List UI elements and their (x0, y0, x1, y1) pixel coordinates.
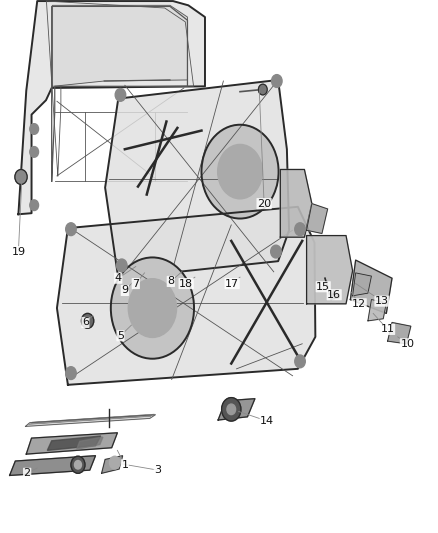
Polygon shape (388, 322, 411, 344)
Text: 12: 12 (352, 299, 366, 309)
Circle shape (295, 223, 305, 236)
Polygon shape (53, 5, 187, 86)
Circle shape (115, 88, 126, 101)
Polygon shape (26, 433, 117, 454)
Polygon shape (280, 169, 312, 237)
Text: 4: 4 (115, 273, 122, 283)
Polygon shape (10, 456, 95, 475)
Text: 1: 1 (121, 460, 128, 470)
Polygon shape (218, 399, 255, 420)
Circle shape (71, 456, 85, 473)
Text: 6: 6 (82, 318, 89, 327)
Circle shape (258, 84, 267, 95)
Text: 11: 11 (381, 325, 395, 334)
Text: 17: 17 (225, 279, 239, 288)
Polygon shape (77, 437, 103, 449)
Circle shape (110, 456, 120, 469)
Polygon shape (57, 207, 315, 385)
Circle shape (117, 259, 127, 272)
Circle shape (81, 313, 94, 328)
Circle shape (128, 279, 177, 337)
Text: 10: 10 (400, 339, 414, 349)
Circle shape (15, 169, 27, 184)
Circle shape (30, 200, 39, 211)
Text: 3: 3 (154, 465, 161, 475)
Polygon shape (353, 273, 371, 296)
Text: 9: 9 (121, 286, 128, 295)
Circle shape (222, 398, 241, 421)
Polygon shape (331, 290, 339, 300)
Text: 13: 13 (375, 296, 389, 306)
Polygon shape (47, 436, 101, 450)
Polygon shape (102, 456, 123, 473)
Text: 19: 19 (11, 247, 25, 256)
Polygon shape (307, 236, 353, 304)
Text: 7: 7 (132, 279, 139, 288)
Circle shape (30, 124, 39, 134)
Text: 5: 5 (117, 331, 124, 341)
Circle shape (74, 461, 81, 469)
Circle shape (295, 355, 305, 368)
Circle shape (218, 144, 262, 199)
Polygon shape (18, 1, 205, 214)
Circle shape (272, 75, 282, 87)
Text: 16: 16 (327, 290, 341, 300)
Circle shape (30, 147, 39, 157)
Text: 8: 8 (167, 277, 174, 286)
Text: 15: 15 (316, 282, 330, 292)
Circle shape (66, 367, 76, 379)
Circle shape (111, 257, 194, 359)
Circle shape (66, 223, 76, 236)
Circle shape (201, 125, 279, 219)
Polygon shape (350, 260, 392, 313)
Polygon shape (25, 415, 155, 426)
Text: 20: 20 (257, 199, 271, 208)
Polygon shape (105, 80, 289, 278)
Text: 14: 14 (260, 416, 274, 426)
Polygon shape (368, 300, 386, 321)
Text: 18: 18 (179, 279, 193, 288)
Circle shape (227, 404, 236, 415)
Circle shape (271, 245, 281, 258)
Text: 2: 2 (24, 469, 31, 478)
Polygon shape (307, 204, 328, 233)
